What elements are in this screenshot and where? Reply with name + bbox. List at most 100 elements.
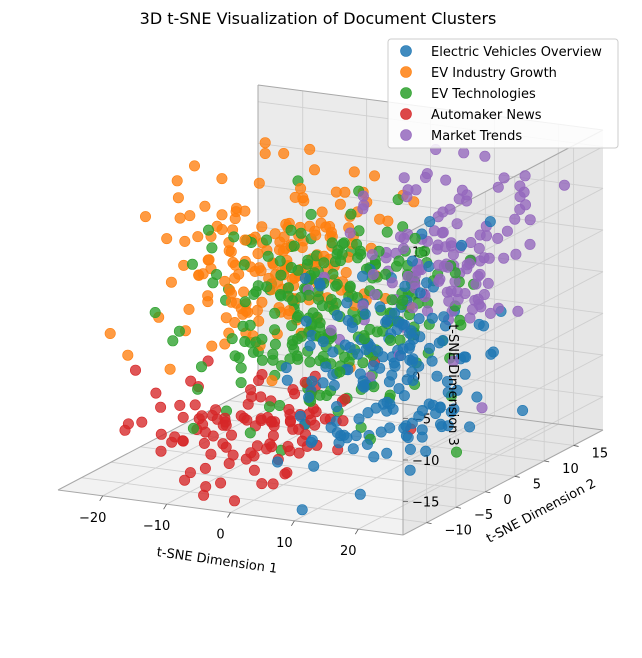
scatter-point-electric-vehicles-overview (436, 421, 448, 433)
scatter-point-ev-technologies (207, 277, 219, 289)
scatter-point-market-trends (478, 252, 490, 264)
scatter-point-ev-technologies (308, 267, 320, 279)
scatter-point-electric-vehicles-overview (374, 301, 386, 313)
scatter-point-automaker-news (282, 440, 294, 452)
scatter-point-market-trends (484, 307, 496, 319)
scatter-point-ev-industry-growth (308, 164, 320, 176)
scatter-point-electric-vehicles-overview (357, 380, 369, 392)
scatter-point-ev-technologies (317, 350, 329, 362)
scatter-point-ev-technologies (414, 247, 426, 259)
scatter-point-electric-vehicles-overview (368, 451, 380, 463)
x-tick-label: −20 (79, 511, 106, 526)
y-tick-label: −10 (445, 524, 472, 539)
scatter-point-market-trends (436, 227, 448, 239)
scatter-point-ev-industry-growth (316, 206, 328, 218)
scatter-point-ev-industry-growth (253, 177, 265, 189)
scatter-point-market-trends (442, 261, 454, 273)
scatter-point-ev-industry-growth (122, 349, 134, 361)
scatter-point-ev-technologies (235, 377, 247, 389)
scatter-point-ev-technologies (226, 333, 238, 345)
scatter-point-ev-technologies (196, 361, 208, 373)
scatter-point-electric-vehicles-overview (328, 379, 340, 391)
scatter-point-ev-technologies (358, 333, 370, 345)
scatter-point-ev-technologies (250, 286, 262, 298)
scatter-point-ev-industry-growth (237, 308, 249, 320)
scatter-point-ev-technologies (256, 354, 268, 366)
scatter-point-ev-industry-growth (278, 231, 290, 243)
scatter-point-automaker-news (207, 430, 219, 442)
scatter-point-ev-industry-growth (183, 303, 195, 315)
scatter-point-ev-technologies (371, 326, 383, 338)
scatter-point-ev-technologies (285, 224, 297, 236)
scatter-point-market-trends (369, 289, 381, 301)
scatter-point-electric-vehicles-overview (439, 320, 451, 332)
scatter-point-market-trends (498, 172, 510, 184)
grid-line-x-floor (294, 415, 495, 522)
scatter-point-electric-vehicles-overview (392, 316, 404, 328)
scatter-point-ev-technologies (244, 427, 256, 439)
scatter-point-ev-technologies (260, 234, 272, 246)
scatter-point-ev-technologies (450, 446, 462, 458)
scatter-point-ev-technologies (332, 244, 344, 256)
scatter-point-ev-industry-growth (206, 340, 218, 352)
scatter-point-market-trends (492, 181, 504, 193)
scatter-point-ev-industry-growth (179, 235, 191, 247)
scatter-point-electric-vehicles-overview (438, 311, 450, 323)
scatter-point-electric-vehicles-overview (367, 360, 379, 372)
y-tick-label: −5 (474, 508, 493, 523)
scatter-point-electric-vehicles-overview (331, 309, 343, 321)
scatter-point-ev-technologies (379, 268, 391, 280)
scatter-point-market-trends (461, 195, 473, 207)
scatter-point-electric-vehicles-overview (331, 401, 343, 413)
scatter-point-electric-vehicles-overview (294, 410, 306, 422)
scatter-point-electric-vehicles-overview (484, 216, 496, 228)
scatter-point-electric-vehicles-overview (459, 368, 471, 380)
scatter-point-automaker-news (245, 447, 257, 459)
scatter-point-ev-technologies (305, 208, 317, 220)
scatter-point-ev-technologies (263, 401, 275, 413)
legend-marker (400, 129, 412, 141)
scatter-point-ev-industry-growth (216, 209, 228, 221)
scatter-point-market-trends (514, 180, 526, 192)
scatter-point-ev-industry-growth (251, 304, 263, 316)
scatter-point-electric-vehicles-overview (420, 445, 432, 457)
scatter-point-ev-technologies (238, 259, 250, 271)
scatter-point-electric-vehicles-overview (416, 424, 428, 436)
scatter-point-ev-industry-growth (104, 327, 116, 339)
legend-marker (400, 87, 412, 99)
scatter-point-ev-technologies (318, 257, 330, 269)
legend-entry-label: EV Technologies (431, 87, 536, 102)
scatter-point-market-trends (558, 179, 570, 191)
scatter-point-automaker-news (293, 423, 305, 435)
scatter-point-automaker-news (337, 415, 349, 427)
scatter-point-automaker-news (305, 414, 317, 426)
scatter-point-market-trends (476, 402, 488, 414)
legend-entry-label: Automaker News (431, 108, 542, 123)
scatter-point-ev-industry-growth (295, 183, 307, 195)
legend-marker (400, 66, 412, 78)
scatter-point-market-trends (401, 191, 413, 203)
scatter-point-market-trends (433, 275, 445, 287)
scatter-point-ev-technologies (274, 399, 286, 411)
scatter-point-automaker-news (223, 457, 235, 469)
scatter-point-electric-vehicles-overview (333, 437, 345, 449)
scatter-point-automaker-news (281, 467, 293, 479)
scatter-point-ev-technologies (384, 334, 396, 346)
scatter-point-automaker-news (251, 440, 263, 452)
scatter-point-automaker-news (155, 428, 167, 440)
scatter-point-ev-industry-growth (368, 170, 380, 182)
scatter-point-market-trends (357, 203, 369, 215)
scatter-point-ev-industry-growth (340, 266, 352, 278)
x-tick-mark (354, 528, 359, 535)
scatter-point-market-trends (439, 241, 451, 253)
scatter-point-automaker-news (199, 462, 211, 474)
scatter-point-ev-industry-growth (266, 375, 278, 387)
scatter-point-market-trends (459, 287, 471, 299)
scatter-point-electric-vehicles-overview (458, 351, 470, 363)
scatter-point-electric-vehicles-overview (360, 344, 372, 356)
scatter-points (104, 137, 570, 516)
scatter-point-electric-vehicles-overview (434, 402, 446, 414)
scatter-point-market-trends (398, 172, 410, 184)
scatter-point-electric-vehicles-overview (359, 308, 371, 320)
